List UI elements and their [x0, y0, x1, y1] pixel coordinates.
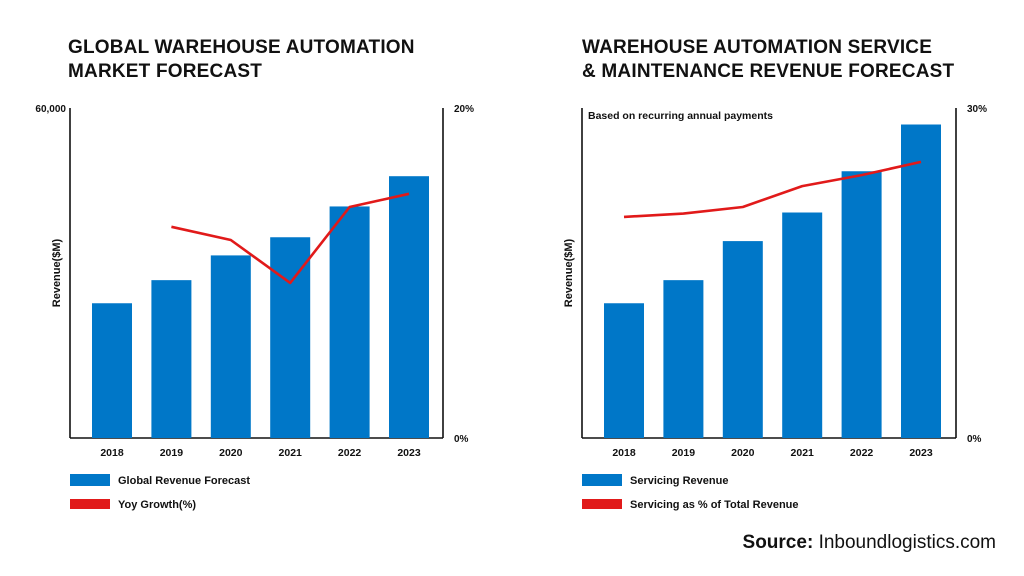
chart-title-line-2: MARKET FORECAST	[68, 61, 263, 82]
x-tick-label: 2021	[791, 447, 815, 459]
legend-label-line: Servicing as % of Total Revenue	[630, 499, 799, 511]
legend-swatch-bar	[582, 474, 622, 486]
legend-label-line: Yoy Growth(%)	[118, 499, 196, 511]
bar	[92, 303, 132, 438]
bar	[782, 212, 823, 438]
legend-swatch-bar	[70, 474, 110, 486]
line-series	[171, 192, 410, 285]
x-tick-label: 2019	[672, 447, 696, 459]
x-tick-label: 2022	[850, 447, 874, 459]
x-tick-label: 2018	[100, 447, 124, 459]
y-tick-label-right-bottom: 0%	[454, 434, 469, 445]
source-credit: Source: Inboundlogistics.com	[743, 532, 996, 554]
bar	[389, 176, 429, 438]
x-tick-label: 2023	[397, 447, 421, 459]
bar	[210, 255, 251, 438]
bar	[329, 206, 370, 438]
chart-plot-svg: 60,000 20% 0% Revenue($M) 2018 2019 2020 2021 20…	[35, 104, 474, 511]
chart-title-line-1: WAREHOUSE AUTOMATION SERVICE	[582, 37, 933, 58]
legend-label-bar: Servicing Revenue	[630, 475, 728, 487]
bar	[722, 241, 763, 438]
chart-title: GLOBAL WAREHOUSE AUTOMATION MARKET FOREC…	[68, 36, 488, 84]
y-tick-label-right-top: 30%	[967, 104, 987, 115]
y-axis-title: Revenue($M)	[51, 238, 63, 307]
y-tick-label-right-bottom: 0%	[967, 434, 982, 445]
chart-plot-svg: 30% 0% Revenue($M) Based on recurring annua…	[563, 104, 987, 511]
x-tick-label: 2021	[279, 447, 303, 459]
y-tick-label-right-top: 20%	[454, 104, 474, 115]
x-tick-label: 2023	[909, 447, 933, 459]
line-series	[623, 160, 922, 219]
legend-swatch-line	[582, 499, 622, 509]
chart-title-line-2: & MAINTENANCE REVENUE FORECAST	[582, 61, 955, 82]
x-tick-label: 2022	[338, 447, 362, 459]
x-tick-label: 2020	[731, 447, 755, 459]
source-value: Inboundlogistics.com	[818, 532, 996, 553]
bar	[901, 124, 941, 438]
y-tick-label-left: 60,000	[35, 104, 66, 115]
bar	[270, 237, 311, 438]
y-axis-title: Revenue($M)	[563, 238, 575, 307]
bar	[604, 303, 644, 438]
chart-title: WAREHOUSE AUTOMATION SERVICE & MAINTENAN…	[582, 36, 1002, 84]
legend-swatch-line	[70, 499, 110, 509]
x-tick-label: 2020	[219, 447, 243, 459]
legend-label-bar: Global Revenue Forecast	[118, 475, 250, 487]
bar	[151, 280, 192, 438]
chart-subtitle: Based on recurring annual payments	[588, 110, 773, 122]
source-label: Source:	[742, 532, 814, 553]
chart-panel-service-revenue: WAREHOUSE AUTOMATION SERVICE & MAINTENAN…	[512, 0, 1024, 576]
bar	[841, 171, 882, 438]
chart-title-line-1: GLOBAL WAREHOUSE AUTOMATION	[68, 37, 415, 58]
chart-panel-market-forecast: GLOBAL WAREHOUSE AUTOMATION MARKET FOREC…	[35, 36, 488, 511]
bar	[663, 280, 704, 438]
x-tick-label: 2018	[612, 447, 636, 459]
x-tick-label: 2019	[160, 447, 184, 459]
